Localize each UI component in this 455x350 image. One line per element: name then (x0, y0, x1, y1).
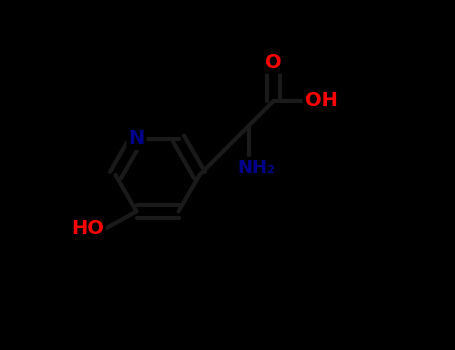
Text: O: O (265, 53, 282, 72)
Text: NH₂: NH₂ (237, 159, 275, 176)
Text: HO: HO (71, 219, 104, 238)
Text: OH: OH (304, 91, 338, 110)
Text: N: N (128, 129, 145, 148)
